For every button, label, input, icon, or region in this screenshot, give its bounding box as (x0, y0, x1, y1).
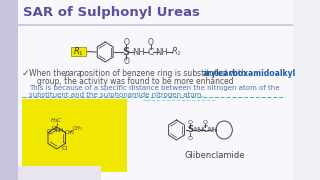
Text: O: O (188, 120, 193, 125)
Text: S: S (123, 47, 130, 57)
FancyBboxPatch shape (18, 0, 293, 25)
Text: NH: NH (156, 48, 168, 57)
Text: NH: NH (208, 127, 218, 133)
Text: O: O (148, 38, 154, 47)
Text: O: O (47, 129, 51, 134)
Text: ✓: ✓ (22, 69, 29, 78)
Text: $R_1$: $R_1$ (73, 45, 84, 58)
Text: O: O (123, 38, 129, 47)
Text: C: C (202, 125, 207, 134)
Text: S: S (187, 125, 193, 134)
Text: $CH_2$: $CH_2$ (64, 128, 75, 137)
Text: Cl: Cl (61, 147, 68, 152)
Text: ─ ─ ─ ─ ─ ─ ─ ─ ─ ─ ─ ─ ─ ─ ─: ─ ─ ─ ─ ─ ─ ─ ─ ─ ─ ─ ─ ─ ─ ─ (142, 98, 215, 104)
Text: $R_2$: $R_2$ (171, 46, 182, 58)
Text: C: C (148, 48, 154, 57)
Text: This is because of a specific distance between the nitrogen atom of the: This is because of a specific distance b… (29, 85, 280, 91)
Text: Glibenclamide: Glibenclamide (185, 150, 245, 159)
FancyBboxPatch shape (0, 0, 18, 180)
Text: $CH_3$: $CH_3$ (72, 124, 83, 133)
Text: O: O (202, 120, 207, 125)
Text: SAR of Sulphonyl Ureas: SAR of Sulphonyl Ureas (23, 6, 200, 19)
Text: NH: NH (193, 127, 204, 133)
Text: arylcarboxamidoalkyl: arylcarboxamidoalkyl (203, 69, 296, 78)
Text: group, the activity was found to be more enhanced: group, the activity was found to be more… (36, 77, 233, 86)
FancyBboxPatch shape (71, 47, 86, 56)
Text: O: O (123, 57, 129, 66)
FancyBboxPatch shape (18, 166, 100, 180)
Text: O: O (52, 126, 56, 131)
Text: substituent and the sulphonamide nitrogen atom.: substituent and the sulphonamide nitroge… (29, 92, 204, 98)
FancyBboxPatch shape (22, 99, 127, 172)
Text: $H_3C$: $H_3C$ (51, 117, 63, 125)
Text: position of benzene ring is substituted with: position of benzene ring is substituted … (77, 69, 248, 78)
Text: When the: When the (29, 69, 68, 78)
Text: O: O (188, 136, 193, 141)
Text: para: para (64, 69, 81, 78)
FancyBboxPatch shape (18, 25, 293, 180)
Text: NH: NH (132, 48, 145, 57)
Text: NH: NH (56, 128, 64, 133)
